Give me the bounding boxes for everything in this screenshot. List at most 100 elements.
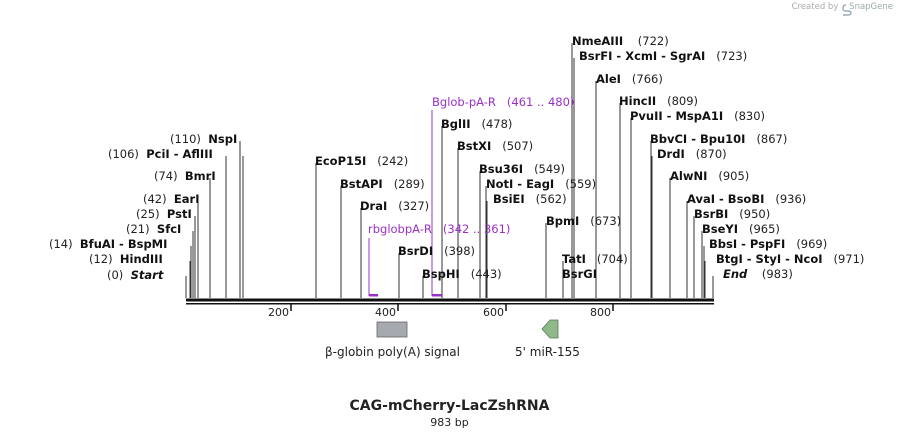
site-pcii[interactable]: (106) PciI - AflIII	[108, 148, 213, 161]
site-bstapi[interactable]: BstAPI (289)	[340, 178, 425, 191]
site-nmeaiii[interactable]: NmeAIII (722)	[572, 35, 669, 48]
site-bsrbi[interactable]: BsrBI (950)	[694, 208, 770, 221]
site-drdi[interactable]: DrdI (870)	[657, 148, 727, 161]
primer-bglob-bar	[432, 294, 442, 297]
tick-label-200: 200	[268, 306, 289, 319]
primer-name: Bglob-pA-R	[432, 95, 496, 109]
primer-marks	[368, 110, 442, 297]
tick-label-400: 400	[375, 306, 396, 319]
site-name: HincII	[619, 94, 657, 108]
site-hincii[interactable]: HincII (809)	[619, 95, 698, 108]
site-bglii[interactable]: BglII (478)	[441, 118, 512, 131]
feature-beta-globin-polya-box[interactable]	[376, 321, 408, 338]
tick-label-600: 600	[483, 306, 504, 319]
site-bbsi[interactable]: BbsI - PspFI (969)	[709, 238, 827, 251]
site-pos: (0)	[107, 268, 124, 282]
site-hindiii[interactable]: (12) HindIII	[89, 253, 163, 266]
site-name: NmeAIII	[572, 34, 624, 48]
site-avai[interactable]: AvaI - BsoBI (936)	[687, 193, 806, 206]
site-pos: (969)	[796, 237, 828, 251]
site-pos: (559)	[565, 177, 597, 191]
site-pos: (809)	[667, 94, 699, 108]
site-eari[interactable]: (42) EarI	[143, 193, 200, 206]
site-pos: (12)	[89, 252, 113, 266]
site-bpmi[interactable]: BpmI (673)	[546, 215, 621, 228]
site-name: AleI	[596, 72, 621, 86]
site-pos: (704)	[596, 252, 628, 266]
site-name: EcoP15I	[315, 154, 367, 168]
site-pos: (936)	[775, 192, 807, 206]
site-bseyi[interactable]: BseYI (965)	[702, 223, 780, 236]
site-name: BsiEI	[493, 192, 525, 206]
site-pos: (110)	[170, 132, 201, 146]
site-pos: (905)	[718, 169, 750, 183]
site-alwni[interactable]: AlwNI (905)	[670, 170, 749, 183]
site-pos: (870)	[695, 147, 727, 161]
site-bsiei[interactable]: BsiEI (562)	[493, 193, 567, 206]
site-name: NotI - EagI	[486, 177, 555, 191]
watermark-prefix: Created by	[791, 2, 839, 12]
site-btgi[interactable]: BtgI - StyI - NcoI (971)	[716, 253, 864, 266]
site-name: HindIII	[119, 252, 163, 266]
site-pos: (478)	[481, 117, 513, 131]
site-pos: (549)	[534, 162, 565, 176]
site-bmri[interactable]: (74) BmrI	[154, 170, 216, 183]
site-tati[interactable]: TatI (704)	[562, 253, 628, 266]
site-pos: (723)	[716, 49, 748, 63]
sequence-backbone-lower	[186, 303, 714, 305]
site-end[interactable]: End (983)	[723, 268, 793, 281]
sequence-backbone	[186, 298, 714, 302]
site-bfuai[interactable]: (14) BfuAI - BspMI	[49, 238, 167, 251]
site-pos: (722)	[637, 34, 669, 48]
site-name: BsrDI	[398, 244, 434, 258]
site-lines	[185, 43, 714, 298]
site-name: BsrBI	[694, 207, 729, 221]
site-psti[interactable]: (25) PstI	[136, 208, 192, 221]
site-name: BtgI - StyI - NcoI	[716, 252, 823, 266]
site-name: BsrGI	[562, 267, 597, 281]
site-pvuii[interactable]: PvuII - MspA1I (830)	[630, 110, 765, 123]
site-name: PciI - AflIII	[146, 147, 213, 161]
site-sfci[interactable]: (21) SfcI	[126, 223, 181, 236]
site-bbvci[interactable]: BbvCI - Bpu10I (867)	[650, 133, 787, 146]
site-name: DrdI	[657, 147, 685, 161]
scale-ticks	[290, 304, 614, 311]
site-pos: (867)	[756, 132, 788, 146]
site-name: Start	[130, 268, 164, 282]
site-pos: (507)	[502, 139, 534, 153]
site-name: BstAPI	[340, 177, 383, 191]
site-name: PstI	[166, 207, 192, 221]
site-bsrfi[interactable]: BsrFI - XcmI - SgrAI (723)	[579, 50, 747, 63]
site-name: End	[723, 267, 748, 281]
site-nspi[interactable]: (110) NspI	[170, 133, 237, 146]
site-pos: (327)	[398, 199, 430, 213]
primer-pos: (461 .. 480)	[506, 95, 575, 109]
site-name: BspHI	[422, 267, 460, 281]
site-name: BbvCI - Bpu10I	[650, 132, 746, 146]
site-name: BglII	[441, 117, 471, 131]
tick-label-800: 800	[590, 306, 611, 319]
site-name: AlwNI	[670, 169, 708, 183]
primer-bglob-pa-r[interactable]: Bglob-pA-R (461 .. 480)	[432, 96, 574, 109]
site-noti[interactable]: NotI - EagI (559)	[486, 178, 596, 191]
site-alei[interactable]: AleI (766)	[596, 73, 663, 86]
site-bsu36i[interactable]: Bsu36I (549)	[479, 163, 565, 176]
site-bsphi[interactable]: BspHI (443)	[422, 268, 502, 281]
site-pos: (965)	[749, 222, 780, 236]
site-pos: (398)	[444, 244, 476, 258]
site-bstxi[interactable]: BstXI (507)	[457, 140, 533, 153]
primer-rbglobpa-r[interactable]: rbglobpA-R (342 .. 361)	[368, 223, 510, 236]
site-drai[interactable]: DraI (327)	[360, 200, 429, 213]
site-bsrgi[interactable]: BsrGI	[562, 268, 597, 281]
site-pos: (562)	[535, 192, 567, 206]
watermark: Created by SnapGene	[792, 2, 893, 12]
site-start[interactable]: (0) Start	[107, 269, 163, 282]
site-bsrdi[interactable]: BsrDI (398)	[398, 245, 475, 258]
site-ecop15i[interactable]: EcoP15I (242)	[315, 155, 408, 168]
feature-mir155-arrow[interactable]	[541, 319, 559, 339]
site-pos: (971)	[833, 252, 865, 266]
site-name: BmrI	[184, 169, 216, 183]
feature-beta-globin-polya-label: β-globin poly(A) signal	[325, 345, 460, 359]
